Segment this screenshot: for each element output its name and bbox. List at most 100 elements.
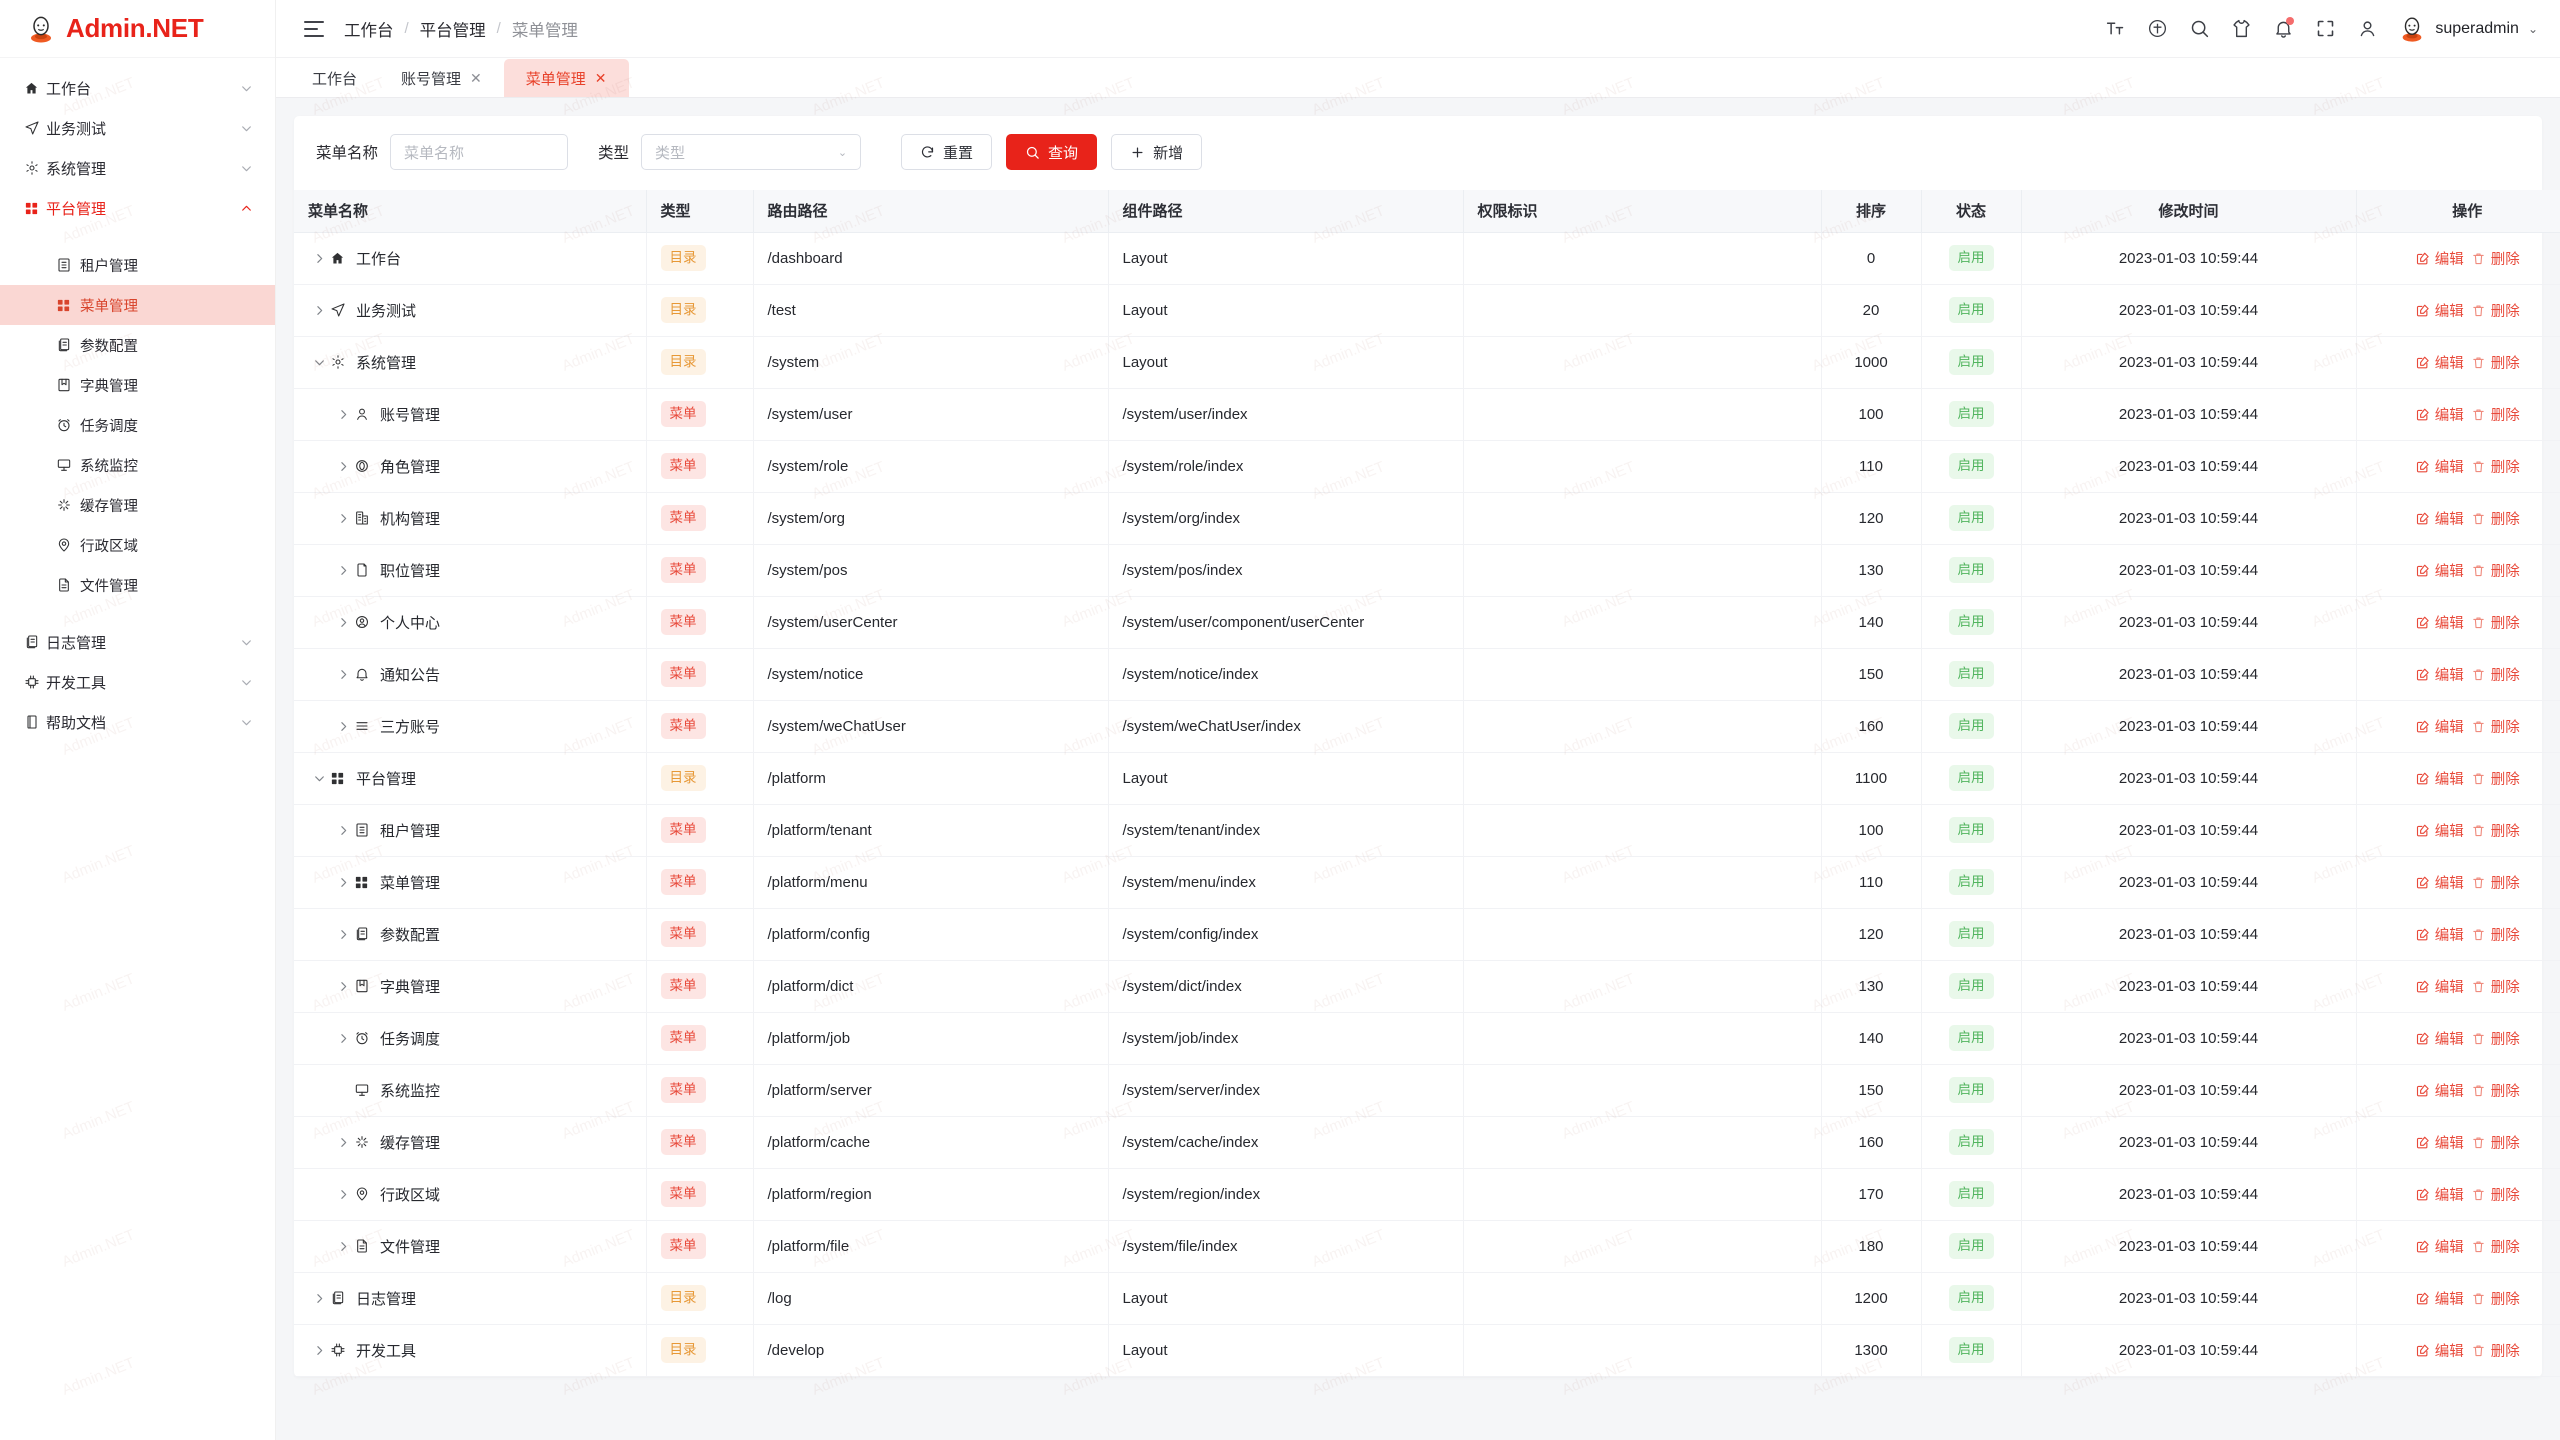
chevron-right-icon[interactable] [332,1032,354,1045]
table-row[interactable]: 字典管理 菜单/platform/dict/system/dict/index 13… [294,960,2560,1013]
chevron-right-icon[interactable] [332,720,354,733]
edit-button[interactable]: 编辑 [2415,820,2464,841]
font-size-icon[interactable] [2094,8,2136,50]
query-button[interactable]: 查询 [1006,134,1098,170]
chevron-right-icon[interactable] [308,304,330,317]
sidebar-item-15[interactable]: 帮助文档 [0,702,275,742]
delete-button[interactable]: 删除 [2471,612,2520,633]
table-row[interactable]: 职位管理 菜单/system/pos/system/pos/index 130 启用 2… [294,544,2560,597]
table-row[interactable]: 业务测试 目录/test Layout 20 启用 2023-01-03 10:59:44… [294,284,2560,337]
delete-button[interactable]: 删除 [2471,1028,2520,1049]
sidebar-item-13[interactable]: 日志管理 [0,622,275,662]
sidebar-item-5[interactable]: 菜单管理 [0,285,275,325]
edit-button[interactable]: 编辑 [2415,1080,2464,1101]
chevron-right-icon[interactable] [332,980,354,993]
close-icon[interactable]: ✕ [470,70,482,86]
delete-button[interactable]: 删除 [2471,820,2520,841]
table-row[interactable]: 租户管理 菜单/platform/tenant/system/tenant/ind… [294,804,2560,857]
delete-button[interactable]: 删除 [2471,664,2520,685]
chevron-down-icon[interactable] [308,356,330,369]
chevron-right-icon[interactable] [308,252,330,265]
type-select[interactable]: 类型 ⌄ [641,134,862,170]
chevron-right-icon[interactable] [332,876,354,889]
delete-button[interactable]: 删除 [2471,300,2520,321]
table-row[interactable]: 系统管理 目录/system Layout 1000 启用 2023-01-03 10:5… [294,336,2560,389]
chevron-down-icon[interactable] [308,772,330,785]
chevron-right-icon[interactable] [332,1188,354,1201]
edit-button[interactable]: 编辑 [2415,1132,2464,1153]
sidebar-item-7[interactable]: 字典管理 [0,365,275,405]
sidebar-item-12[interactable]: 文件管理 [0,565,275,605]
sidebar-item-8[interactable]: 任务调度 [0,405,275,445]
table-row[interactable]: 工作台 目录/dashboard Layout 0 启用 2023-01-03 10:59… [294,232,2560,285]
delete-button[interactable]: 删除 [2471,976,2520,997]
search-input[interactable]: 菜单名称 [390,134,569,170]
sidebar-item-14[interactable]: 开发工具 [0,662,275,702]
delete-button[interactable]: 删除 [2471,352,2520,373]
delete-button[interactable]: 删除 [2471,508,2520,529]
edit-button[interactable]: 编辑 [2415,1236,2464,1257]
table-row[interactable]: 账号管理 菜单/system/user/system/user/index 100 启… [294,388,2560,441]
table-row[interactable]: 机构管理 菜单/system/org/system/org/index 120 启用 2… [294,492,2560,545]
edit-button[interactable]: 编辑 [2415,352,2464,373]
delete-button[interactable]: 删除 [2471,456,2520,477]
edit-button[interactable]: 编辑 [2415,560,2464,581]
fullscreen-icon[interactable] [2304,8,2346,50]
sidebar-item-1[interactable]: 业务测试 [0,108,275,148]
delete-button[interactable]: 删除 [2471,716,2520,737]
edit-button[interactable]: 编辑 [2415,300,2464,321]
brand-logo[interactable]: Admin.NET [0,0,275,58]
delete-button[interactable]: 删除 [2471,1132,2520,1153]
table-row[interactable]: 系统监控 菜单/platform/server/system/server/ind… [294,1064,2560,1117]
table-row[interactable]: 行政区域 菜单/platform/region/system/region/ind… [294,1168,2560,1221]
chevron-right-icon[interactable] [332,1240,354,1253]
edit-button[interactable]: 编辑 [2415,768,2464,789]
hamburger-icon[interactable] [304,20,324,37]
sidebar-item-10[interactable]: 缓存管理 [0,485,275,525]
theme-shirt-icon[interactable] [2220,8,2262,50]
edit-button[interactable]: 编辑 [2415,976,2464,997]
edit-button[interactable]: 编辑 [2415,248,2464,269]
delete-button[interactable]: 删除 [2471,1288,2520,1309]
edit-button[interactable]: 编辑 [2415,456,2464,477]
sidebar-item-0[interactable]: 工作台 [0,68,275,108]
chevron-right-icon[interactable] [332,460,354,473]
table-row[interactable]: 三方账号 菜单/system/weChatUser/system/weChatUs… [294,700,2560,753]
edit-button[interactable]: 编辑 [2415,664,2464,685]
chevron-right-icon[interactable] [332,616,354,629]
sidebar-item-4[interactable]: 租户管理 [0,245,275,285]
tab-1[interactable]: 账号管理 ✕ [379,59,504,97]
table-row[interactable]: 开发工具 目录/develop Layout 1300 启用 2023-01-03 10:… [294,1324,2560,1377]
sidebar-item-11[interactable]: 行政区域 [0,525,275,565]
chevron-right-icon[interactable] [332,1136,354,1149]
chevron-right-icon[interactable] [332,668,354,681]
delete-button[interactable]: 删除 [2471,924,2520,945]
chevron-right-icon[interactable] [332,824,354,837]
delete-button[interactable]: 删除 [2471,872,2520,893]
delete-button[interactable]: 删除 [2471,1340,2520,1361]
tab-2[interactable]: 菜单管理 ✕ [503,59,629,97]
notification-bell-icon[interactable] [2262,8,2304,50]
sidebar-item-6[interactable]: 参数配置 [0,325,275,365]
search-icon[interactable] [2178,8,2220,50]
delete-button[interactable]: 删除 [2471,560,2520,581]
table-row[interactable]: 通知公告 菜单/system/notice/system/notice/index… [294,648,2560,701]
breadcrumb-item-1[interactable]: 平台管理 [419,21,486,40]
delete-button[interactable]: 删除 [2471,1184,2520,1205]
edit-button[interactable]: 编辑 [2415,612,2464,633]
chevron-right-icon[interactable] [332,928,354,941]
sidebar-item-2[interactable]: 系统管理 [0,148,275,188]
edit-button[interactable]: 编辑 [2415,1028,2464,1049]
sidebar-item-9[interactable]: 系统监控 [0,445,275,485]
chevron-right-icon[interactable] [332,564,354,577]
edit-button[interactable]: 编辑 [2415,716,2464,737]
delete-button[interactable]: 删除 [2471,1236,2520,1257]
table-row[interactable]: 参数配置 菜单/platform/config/system/config/ind… [294,908,2560,961]
table-row[interactable]: 文件管理 菜单/platform/file/system/file/index 18… [294,1220,2560,1273]
delete-button[interactable]: 删除 [2471,248,2520,269]
edit-button[interactable]: 编辑 [2415,872,2464,893]
delete-button[interactable]: 删除 [2471,404,2520,425]
table-row[interactable]: 个人中心 菜单/system/userCenter/system/user/com… [294,596,2560,649]
chevron-right-icon[interactable] [308,1292,330,1305]
delete-button[interactable]: 删除 [2471,1080,2520,1101]
